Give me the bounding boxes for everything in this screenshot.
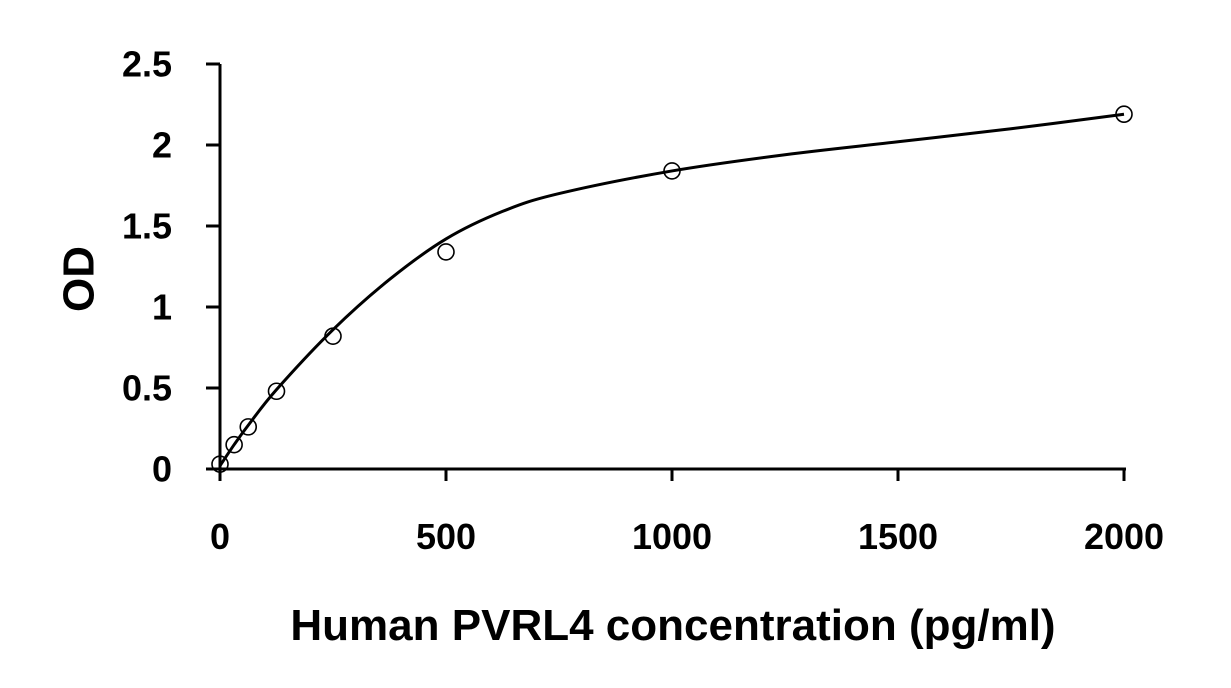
- x-tick-label: 2000: [1084, 516, 1164, 557]
- fit-curve-line: [218, 112, 1125, 467]
- data-point: [663, 162, 681, 180]
- y-tick-label: 2: [152, 125, 172, 166]
- y-tick-label: 0: [152, 449, 172, 490]
- x-tick-label: 1500: [858, 516, 938, 557]
- fit-curve-layer: [218, 112, 1125, 467]
- y-axis-ticks: 0 0.5 1 1.5 2 2.5: [122, 44, 220, 490]
- data-point: [437, 243, 455, 261]
- y-axis-title: OD: [55, 246, 104, 312]
- y-tick-label: 0.5: [122, 368, 172, 409]
- x-axis-ticks: 0 500 1000 1500 2000: [210, 469, 1164, 557]
- data-point: [1115, 105, 1133, 124]
- axes: [218, 64, 1126, 471]
- y-tick-label: 1.5: [122, 206, 172, 247]
- x-axis-title: Human PVRL4 concentration (pg/ml): [290, 601, 1055, 650]
- data-point: [267, 382, 286, 401]
- x-tick-label: 500: [416, 516, 476, 557]
- y-tick-label: 2.5: [122, 44, 172, 85]
- data-point: [239, 418, 258, 436]
- y-tick-label: 1: [152, 287, 172, 328]
- data-point: [211, 455, 229, 473]
- x-tick-label: 1000: [632, 516, 712, 557]
- data-points: [211, 105, 1133, 473]
- data-point: [225, 435, 243, 454]
- x-tick-label: 0: [210, 516, 230, 557]
- data-point: [324, 327, 342, 345]
